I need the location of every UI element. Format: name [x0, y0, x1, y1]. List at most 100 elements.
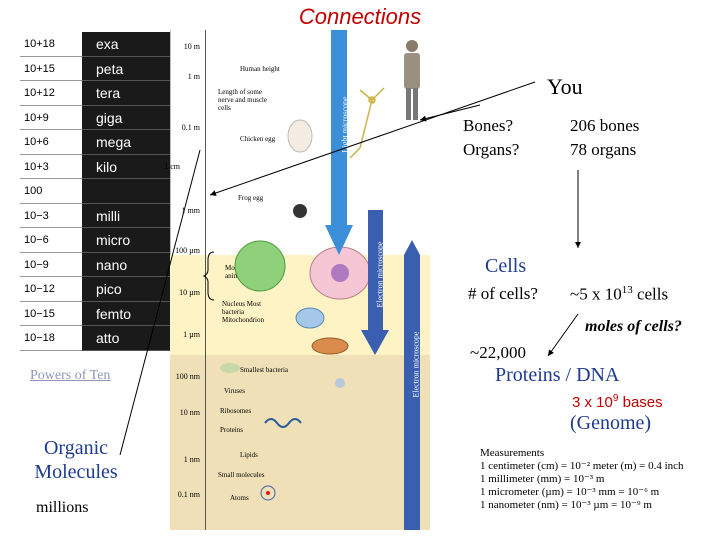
- approx-count: ~22,000: [470, 343, 526, 362]
- scale-label: 0.1 m: [181, 123, 200, 132]
- bones-question: Bones?: [463, 116, 514, 135]
- scale-label: 1 µm: [183, 330, 200, 339]
- measurement-line: 1 millimeter (mm) = 10⁻³ m: [480, 473, 605, 485]
- frog-egg-icon: [293, 204, 307, 218]
- organic-line-1: Organic: [43, 437, 109, 459]
- prefix-row: 10−12 pico: [20, 277, 170, 302]
- measurement-line: 1 micrometer (µm) = 10⁻³ mm = 10⁻⁶ m: [480, 486, 660, 498]
- small-bacteria-icon: [220, 363, 240, 373]
- prefix-exponent: 10−15: [20, 301, 82, 326]
- prefix-exponent: 100: [20, 179, 82, 204]
- scale-label: 1 cm: [164, 162, 180, 171]
- bacteria-icon: [295, 307, 325, 329]
- scale-item: Length of some nerve and muscle cells: [218, 88, 267, 112]
- prefix-name: milli: [82, 203, 170, 228]
- prefix-name: kilo: [82, 154, 170, 179]
- bases-unit: bases: [618, 394, 663, 411]
- prefix-row: 10+18 exa: [20, 32, 170, 57]
- mitochondrion-icon: [311, 337, 349, 355]
- molecule-band: [170, 355, 430, 530]
- measurement-line: 1 nanometer (nm) = 10⁻³ µm = 10⁻⁹ m: [480, 499, 652, 511]
- scale-item: Lipids: [240, 451, 258, 459]
- proteins-dna-label: Proteins / DNA: [495, 364, 620, 386]
- light-microscope-arrow: [325, 30, 353, 255]
- electron-microscope-arrow-1: [361, 210, 389, 355]
- cells-label: Cells: [485, 255, 527, 277]
- virus-icon: [335, 378, 345, 388]
- prefix-name: tera: [82, 81, 170, 106]
- organic-molecules-label: Organic Molecules: [26, 436, 126, 484]
- num-cells-question: # of cells?: [468, 284, 538, 303]
- prefix-name: peta: [82, 56, 170, 81]
- electron-microscope-arrow-2: [404, 255, 420, 530]
- prefix-name: atto: [82, 326, 170, 351]
- prefix-exponent: 10+18: [20, 32, 82, 57]
- scale-label: 10 nm: [179, 408, 200, 417]
- prefix-name: [82, 179, 170, 204]
- scale-item: Ribosomes: [220, 407, 252, 415]
- measurement-line: 1 centimeter (cm) = 10⁻² meter (m) = 0.4…: [480, 460, 684, 472]
- scale-label: 1 nm: [183, 455, 200, 464]
- scale-item: Proteins: [220, 426, 243, 434]
- scale-illustrations: [220, 40, 420, 501]
- num-cells-answer: ~5 x 1013 cells: [570, 284, 668, 305]
- bones-count: 206 bones: [570, 116, 640, 135]
- organic-line-2: Molecules: [34, 461, 118, 483]
- scale-label: 100 µm: [175, 246, 200, 255]
- organs-count: 78 organs: [570, 140, 637, 159]
- scale-item: Smallest bacteria: [240, 366, 289, 374]
- prefix-exponent: 10+9: [20, 105, 82, 130]
- powers-of-ten-link[interactable]: Powers of Ten: [30, 368, 111, 383]
- arrow-line-organic: [119, 149, 201, 456]
- prefix-row: 10+6 mega: [20, 130, 170, 155]
- prefix-exponent: 10+12: [20, 81, 82, 106]
- prefix-name: nano: [82, 252, 170, 277]
- scale-label: 10 m: [183, 42, 200, 51]
- prefix-exponent: 10−18: [20, 326, 82, 351]
- prefix-row: 10−9 nano: [20, 252, 170, 277]
- prefix-exponent: 10+6: [20, 130, 82, 155]
- arrow-cells-to-proteins: [547, 313, 579, 357]
- chicken-egg-icon: [287, 119, 313, 153]
- prefix-name: giga: [82, 105, 170, 130]
- scale-label: 10 µm: [179, 288, 200, 297]
- prefix-row: 10+12 tera: [20, 81, 170, 106]
- scale-item: Human height: [240, 65, 280, 73]
- scale-label: 100 nm: [175, 372, 200, 381]
- prefix-row: 10+3 kilo: [20, 154, 170, 179]
- protein-icon: [264, 418, 302, 428]
- scale-item: Frog egg: [238, 194, 264, 202]
- scale-axis: [205, 30, 206, 530]
- scale-label: 1 mm: [181, 206, 200, 215]
- prefix-row: 10−3 milli: [20, 203, 170, 228]
- you-label: You: [547, 74, 583, 99]
- measurements-box: Measurements 1 centimeter (cm) = 10⁻² me…: [480, 447, 684, 512]
- arrow-you-to-scale: [209, 81, 536, 196]
- scale-item: Nucleus Most bacteria Mitochondrion: [222, 300, 264, 324]
- prefix-row: 10−18 atto: [20, 326, 170, 351]
- organs-question: Organs?: [463, 140, 520, 159]
- cells-bracket: [202, 251, 215, 301]
- prefix-exponent: 10−6: [20, 228, 82, 253]
- scale-label: 1 m: [187, 72, 200, 81]
- millions-label: millions: [36, 499, 89, 516]
- microscope-arrows: [325, 30, 420, 530]
- nerve-cell-icon: [349, 87, 385, 159]
- plant-cell-icon: [234, 240, 286, 292]
- prefix-row: 10+9 giga: [20, 105, 170, 130]
- prefix-exponent: 10+3: [20, 154, 82, 179]
- prefix-exponent: 10−9: [20, 252, 82, 277]
- cell-band: [170, 255, 430, 355]
- atom-icon: [260, 485, 276, 501]
- scale-item: Chicken egg: [240, 135, 276, 143]
- prefix-exponent: 10−12: [20, 277, 82, 302]
- scale-item: Atoms: [230, 494, 249, 502]
- moles-question: moles of cells?: [585, 318, 682, 335]
- prefix-row: 10−6 micro: [20, 228, 170, 253]
- scale-item: Viruses: [224, 387, 245, 395]
- prefix-row: 10+15 peta: [20, 56, 170, 81]
- bases-base: 3 x 10: [572, 394, 613, 411]
- genome-label: (Genome): [570, 412, 652, 434]
- scale-item: Small molecules: [218, 471, 265, 479]
